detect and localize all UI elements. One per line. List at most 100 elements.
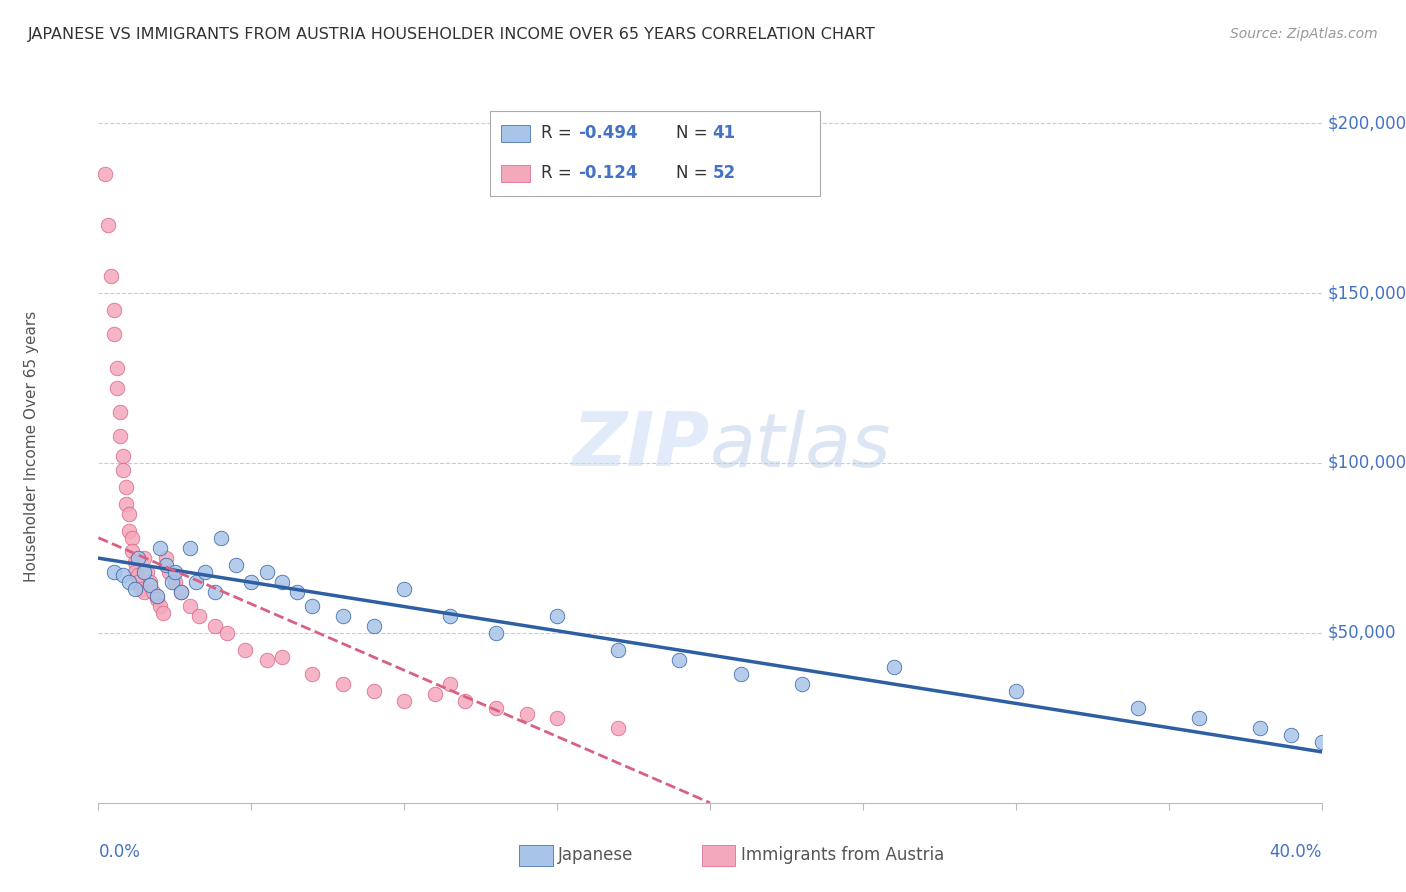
Point [256,565,278,579]
Text: -0.124: -0.124 [578,164,637,182]
Text: 52: 52 [713,164,735,182]
Point [233,643,256,657]
Point [439,677,461,691]
Point [127,574,149,589]
Point [124,565,146,579]
Text: 0.0%: 0.0% [98,843,141,861]
Point [163,565,186,579]
Point [136,565,159,579]
FancyBboxPatch shape [501,165,530,182]
Point [142,585,165,599]
Point [157,565,180,579]
Point [392,694,416,708]
Point [111,449,134,463]
Text: 41: 41 [713,125,735,143]
Text: N =: N = [676,125,713,143]
Text: -0.494: -0.494 [578,125,637,143]
Text: N =: N = [676,164,713,182]
Point [546,711,568,725]
Point [108,429,131,443]
Point [186,574,208,589]
Point [118,574,141,589]
Point [103,565,125,579]
Point [256,653,278,667]
Point [108,405,131,419]
Point [790,677,813,691]
Point [363,619,385,633]
Point [1279,728,1302,742]
Point [118,507,141,521]
Point [392,582,416,596]
Text: $150,000: $150,000 [1327,284,1406,302]
Point [121,544,143,558]
Point [301,599,323,613]
Point [163,574,186,589]
Text: $100,000: $100,000 [1327,454,1406,472]
Point [121,531,143,545]
Point [127,551,149,566]
Point [97,218,120,232]
Point [145,589,167,603]
Point [139,578,162,592]
Point [145,591,167,606]
Point [439,608,461,623]
Text: Japanese: Japanese [558,847,634,864]
Point [1004,683,1026,698]
Point [100,269,122,284]
Text: R =: R = [541,125,578,143]
Text: atlas: atlas [710,410,891,482]
Point [516,707,538,722]
Point [160,574,183,589]
FancyBboxPatch shape [489,111,820,196]
Point [209,531,232,545]
Point [170,585,193,599]
Point [149,541,172,555]
Point [124,582,146,596]
Point [115,480,138,494]
Point [423,687,446,701]
Point [152,606,174,620]
Point [730,666,752,681]
Point [134,585,156,599]
Point [607,721,630,735]
Point [270,649,292,664]
Point [225,558,247,572]
Point [127,568,149,582]
Point [124,555,146,569]
Point [204,619,226,633]
Point [134,551,156,566]
Text: 40.0%: 40.0% [1270,843,1322,861]
Text: $200,000: $200,000 [1327,114,1406,132]
Point [155,558,177,572]
Point [240,574,263,589]
Point [285,585,308,599]
Point [139,574,162,589]
Point [129,582,152,596]
Point [179,541,201,555]
Point [155,551,177,566]
Point [179,599,201,613]
Point [134,565,156,579]
Point [607,643,630,657]
Point [485,700,508,714]
Point [332,677,354,691]
Point [1310,734,1333,748]
Point [668,653,690,667]
Point [215,626,238,640]
Point [204,585,226,599]
Point [454,694,477,708]
Point [105,360,128,375]
Text: ZIP: ZIP [572,409,710,483]
FancyBboxPatch shape [501,125,530,142]
Point [194,565,217,579]
Text: R =: R = [541,164,578,182]
Point [301,666,323,681]
Point [93,167,115,181]
Point [1128,700,1150,714]
Point [188,608,211,623]
Text: Immigrants from Austria: Immigrants from Austria [741,847,945,864]
Point [1188,711,1211,725]
Point [105,381,128,395]
Point [1249,721,1271,735]
Point [270,574,292,589]
